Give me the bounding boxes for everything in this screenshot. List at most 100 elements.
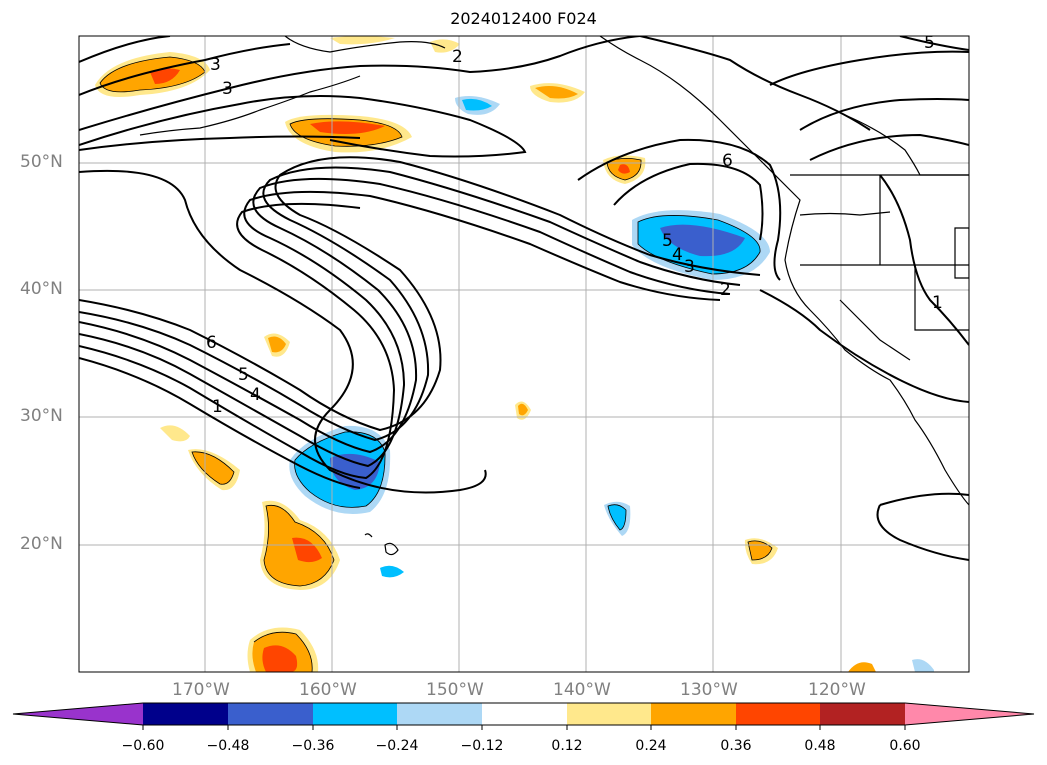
lon-label-120w: 120°W (808, 680, 866, 700)
lat-label-50n: 50°N (20, 152, 63, 172)
outline (606, 158, 642, 181)
contours (79, 36, 969, 561)
lon-label-130w: 130°W (680, 680, 738, 700)
contour-line (759, 289, 969, 403)
colorbar-segment (482, 703, 567, 725)
lat-label-40n: 40°N (20, 279, 63, 299)
hawaii-island (384, 542, 399, 556)
warm-area (535, 86, 578, 99)
contour-label: 4 (672, 245, 683, 265)
colorbar-tick-label: 0.24 (635, 738, 667, 754)
colorbar-tick-label: −0.60 (121, 738, 165, 754)
warm-area (330, 36, 395, 45)
outline (253, 631, 313, 672)
outline (637, 215, 761, 275)
contour-line (79, 135, 361, 151)
outline (263, 504, 335, 587)
lat-label-20n: 20°N (20, 534, 63, 554)
colorbar-segment (820, 703, 905, 725)
hot-area (150, 68, 180, 84)
contour-label: 6 (722, 151, 733, 171)
contour-line (79, 36, 641, 131)
colorbar-segment (567, 703, 651, 725)
contour-label: 2 (452, 47, 463, 67)
outline (747, 540, 773, 561)
colorbar-segment (143, 703, 228, 725)
contour-line (79, 95, 527, 158)
colorbar-tick-label: −0.36 (291, 738, 335, 754)
colorbar-segment (736, 703, 820, 725)
contour-label: 5 (924, 33, 935, 53)
north-america-coast (599, 36, 969, 506)
colorbar-segment (651, 703, 736, 725)
contour-labels: 3 3 2 6 5 4 3 2 6 5 4 1 1 5 (206, 33, 943, 417)
outline (191, 451, 235, 485)
hot-area (292, 537, 322, 563)
contour-line (79, 43, 291, 96)
state-border (799, 211, 891, 216)
contour-line (899, 36, 969, 51)
contour-line (79, 36, 171, 63)
hawaii-island (364, 533, 373, 538)
colorbar-tick-label: 0.48 (804, 738, 836, 754)
hot-area (618, 164, 630, 174)
strong-cool-area (330, 453, 380, 490)
warm-area (268, 336, 286, 353)
graticule (79, 36, 969, 672)
warm-area (848, 662, 876, 672)
state-border (879, 175, 969, 331)
colorbar-tick-label: 0.12 (551, 738, 583, 754)
lon-label-160w: 160°W (299, 680, 357, 700)
colorbar-tick-label: −0.12 (460, 738, 504, 754)
contour-label: 4 (250, 385, 261, 405)
outline (294, 431, 386, 508)
colorbar-extend-max (905, 703, 1034, 725)
hot-area (310, 121, 385, 134)
contour-line (79, 357, 361, 489)
colorbar-tick-label: 0.36 (720, 738, 752, 754)
contour-label: 1 (932, 293, 943, 313)
baja-coast (839, 299, 911, 361)
warm-area (518, 403, 528, 416)
contour-line (577, 138, 782, 281)
map-title: 2024012400 F024 (450, 9, 597, 28)
strong-cool-area (660, 224, 745, 257)
lon-label-170w: 170°W (172, 680, 230, 700)
warm-area (160, 425, 190, 442)
alaska-coast (284, 36, 446, 53)
contour-label: 5 (662, 231, 673, 251)
contour-line (879, 492, 969, 506)
colorbar-tick-label: −0.24 (375, 738, 419, 754)
lat-label-30n: 30°N (20, 406, 63, 426)
colorbar-tick-label: −0.48 (206, 738, 250, 754)
contour-line (809, 133, 969, 161)
colorbar-segment (313, 703, 397, 725)
lon-label-150w: 150°W (426, 680, 484, 700)
state-border (844, 114, 969, 176)
contour-label: 3 (210, 55, 221, 75)
outline (607, 504, 627, 531)
contour-line (769, 50, 969, 86)
plot-area (79, 36, 969, 672)
colorbar-segment (397, 703, 482, 725)
contour-line (799, 98, 969, 131)
contour-line (79, 177, 731, 454)
contour-label: 3 (684, 257, 695, 277)
cool-area (380, 565, 404, 578)
lon-label-140w: 140°W (553, 680, 611, 700)
cool-area (462, 98, 492, 111)
contour-line (79, 169, 487, 494)
outline (289, 118, 403, 147)
colorbar (12, 702, 1035, 730)
contour-label: 2 (720, 280, 731, 300)
cool-area (912, 659, 934, 672)
warm-area (192, 451, 234, 485)
contour-line (79, 202, 396, 480)
plot-frame (78, 35, 970, 673)
warm-area (430, 39, 460, 53)
contour-line (79, 190, 721, 468)
colorbar-extend-min (13, 703, 143, 725)
coastlines (139, 36, 969, 556)
contour-label: 6 (206, 333, 217, 353)
